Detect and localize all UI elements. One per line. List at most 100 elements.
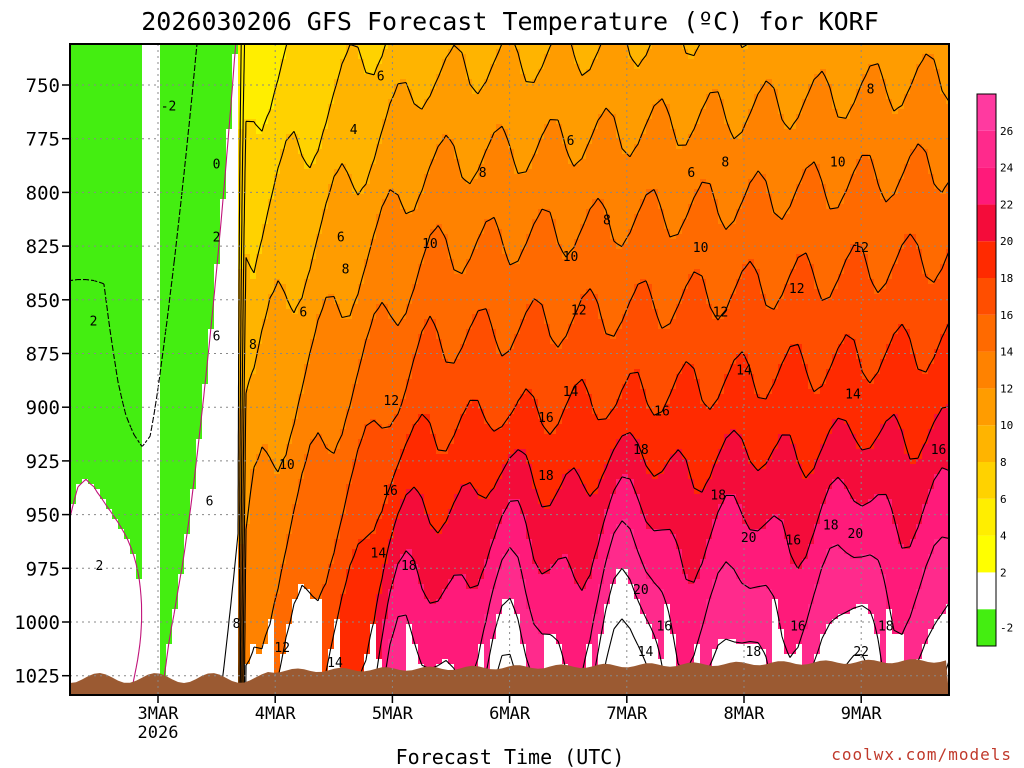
colorbar-label: 6 (1000, 493, 1007, 506)
temperature-band-cell (742, 584, 748, 644)
temperature-band-cell (640, 564, 646, 614)
temperature-band-cell (628, 299, 634, 374)
temperature-band-cell (340, 594, 346, 689)
temperature-band-cell (550, 564, 556, 634)
temperature-band-cell (808, 264, 814, 389)
temperature-band-cell (586, 144, 592, 209)
temperature-band-cell (838, 119, 844, 204)
temperature-band-cell (454, 274, 460, 359)
temperature-band-cell (412, 489, 418, 564)
temperature-band-cell (784, 354, 790, 434)
temperature-band-cell (844, 489, 850, 554)
plot-area: -202466866822681012101214141618861012141… (70, 44, 949, 695)
temperature-band-cell (382, 619, 388, 674)
temperature-band-cell (538, 419, 544, 504)
temperature-band-cell (682, 49, 688, 144)
temperature-band-cell (340, 429, 346, 514)
x-tick-sublabel: 2026 (138, 723, 179, 743)
temperature-band-cell (766, 79, 772, 194)
temperature-band-cell (298, 479, 304, 584)
contour-label: 6 (206, 495, 214, 510)
temperature-band-cell (400, 614, 406, 679)
contour-label: 6 (377, 69, 385, 84)
temperature-band-cell (514, 404, 520, 449)
temperature-band-cell (874, 64, 880, 179)
temperature-band-cell (844, 189, 850, 259)
temperature-band-cell (832, 109, 838, 209)
temperature-band-cell (520, 249, 526, 319)
temperature-band-cell (430, 89, 436, 159)
y-tick-label: 975 (26, 558, 60, 580)
temperature-band-cell (370, 74, 376, 164)
colorbar-swatch (977, 130, 996, 168)
temperature-band-cell (922, 149, 928, 274)
temperature-band-cell (862, 74, 868, 154)
temperature-band-cell (448, 579, 454, 664)
temperature-band-cell (346, 484, 352, 569)
temperature-band-cell (760, 294, 766, 399)
temperature-band-cell (520, 74, 526, 174)
temperature-band-cell (388, 589, 394, 639)
temperature-band-cell (778, 364, 784, 434)
temperature-band-cell (394, 469, 400, 519)
temperature-band-cell (706, 479, 712, 539)
x-tick-label: 7MAR (606, 704, 648, 724)
temperature-band-cell (802, 559, 808, 629)
temperature-band-cell (520, 319, 526, 394)
temperature-band-cell (910, 539, 916, 609)
temperature-band-cell (784, 284, 790, 354)
temperature-band-cell (418, 194, 424, 264)
temperature-band-cell (802, 44, 808, 99)
temperature-band-cell (616, 439, 622, 479)
credit-link[interactable]: coolwx.com/models (831, 745, 1012, 764)
temperature-band-cell (694, 579, 700, 644)
temperature-band-cell (796, 254, 802, 344)
contour-label: 0 (213, 157, 221, 172)
temperature-band-cell (250, 469, 256, 644)
temperature-band-cell (466, 484, 472, 589)
temperature-band-cell (730, 44, 736, 139)
temperature-band-cell (736, 504, 742, 579)
temperature-band-cell (412, 564, 418, 644)
temperature-band-cell (262, 319, 268, 444)
colorbar-swatch (977, 462, 996, 499)
temperature-band-cell (364, 424, 370, 539)
temperature-band-cell (808, 164, 814, 264)
temperature-band-cell (772, 514, 778, 599)
temperature-band-cell (394, 194, 400, 324)
contour-label: 10 (693, 241, 709, 256)
temperature-band-cell (562, 474, 568, 554)
temperature-band-cell (868, 64, 874, 159)
temperature-band-cell (598, 584, 604, 634)
colorbar-label: 20 (1000, 235, 1013, 248)
temperature-band-cell (310, 44, 316, 164)
contour-label: 8 (249, 338, 257, 353)
ground-surface (70, 659, 949, 695)
temperature-band-cell (514, 554, 520, 614)
temperature-band-cell (940, 194, 946, 264)
temperature-band-cell (430, 319, 436, 434)
temperature-band-cell (460, 344, 466, 414)
temperature-band-cell (442, 44, 448, 59)
contour-label: 16 (656, 619, 672, 634)
temperature-band-cell (394, 414, 400, 469)
temperature-band-cell (748, 259, 754, 374)
temperature-band-cell (934, 279, 940, 349)
temperature-band-cell (532, 44, 538, 79)
temperature-band-cell (592, 414, 598, 494)
temperature-band-cell (340, 59, 346, 164)
isotherm-16 (274, 233, 949, 695)
temperature-band-cell (634, 439, 640, 494)
temperature-band-cell (814, 584, 820, 654)
temperature-band-cell (646, 49, 652, 119)
temperature-band-cell (460, 44, 466, 54)
temperature-band-cell (856, 359, 862, 449)
colorbar-swatch (977, 425, 996, 462)
temperature-band-cell (634, 549, 640, 599)
temperature-band-cell (418, 44, 424, 109)
temperature-band-cell (826, 84, 832, 209)
temperature-band-cell (718, 569, 724, 639)
temperature-band-cell (244, 254, 250, 389)
temperature-band-cell (130, 44, 136, 554)
